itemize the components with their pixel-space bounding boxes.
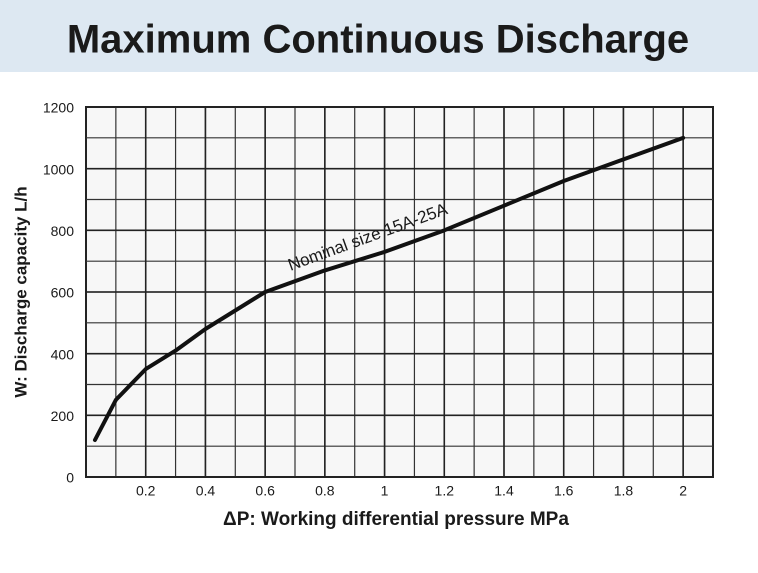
x-tick-label: 0.8 [315, 483, 335, 499]
x-tick-label: 1.6 [554, 483, 574, 499]
x-tick-label: 1.2 [435, 483, 455, 499]
y-tick-label: 1000 [43, 161, 74, 177]
y-axis-label: W: Discharge capacity L/h [11, 186, 30, 397]
y-tick-label: 200 [51, 408, 75, 424]
y-tick-label: 0 [66, 470, 74, 486]
x-tick-label: 0.6 [255, 483, 275, 499]
y-tick-label: 1200 [43, 100, 74, 116]
data-line [92, 135, 686, 442]
chart-title: Maximum Continuous Discharge [67, 18, 689, 62]
x-tick-label: 0.4 [196, 483, 216, 499]
y-tick-label: 400 [51, 346, 75, 362]
x-tick-label: 2 [679, 483, 687, 499]
y-tick-label: 800 [51, 223, 75, 239]
x-axis-label: ΔP: Working differential pressure MPa [223, 509, 569, 530]
title-band [0, 0, 758, 72]
x-tick-label: 1.4 [494, 483, 514, 499]
x-tick-label: 0.2 [136, 483, 156, 499]
x-tick-label: 1.8 [614, 483, 634, 499]
y-tick-label: 600 [51, 285, 75, 301]
x-tick-label: 1 [381, 483, 389, 499]
